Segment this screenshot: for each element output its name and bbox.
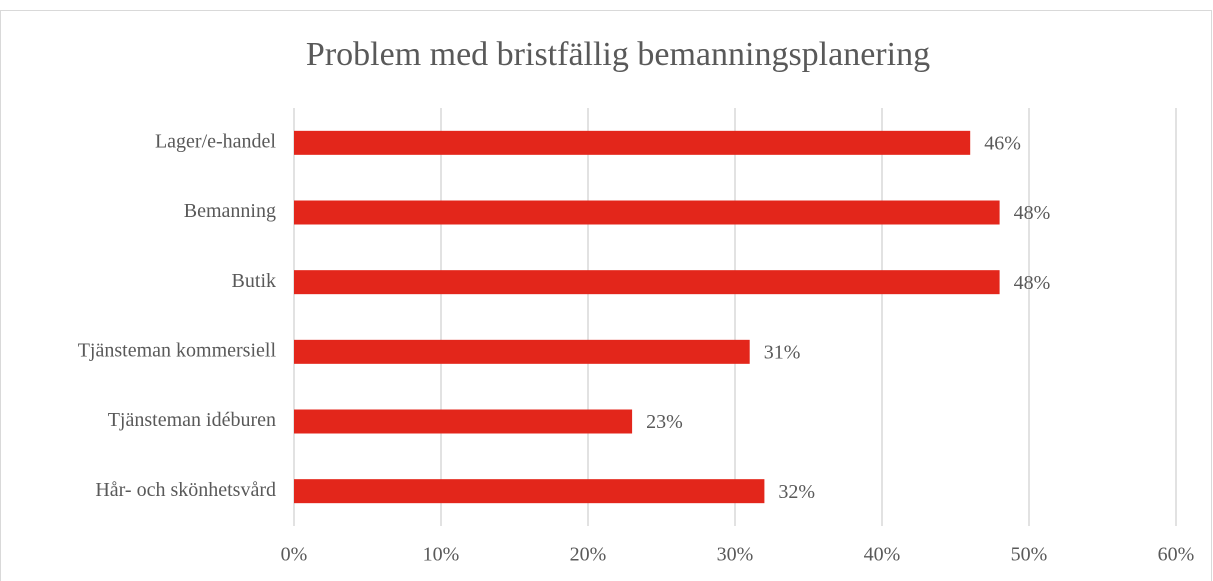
data-label: 48% (1014, 272, 1051, 294)
y-tick-label: Tjänsteman idéburen (108, 409, 276, 431)
bar (294, 339, 750, 364)
x-tick-label: 60% (1158, 544, 1195, 566)
bar (294, 200, 1000, 225)
data-label: 48% (1014, 202, 1051, 224)
x-tick-label: 20% (570, 544, 607, 566)
data-label: 32% (778, 481, 815, 503)
x-tick-label: 50% (1011, 544, 1048, 566)
bar (294, 130, 971, 155)
data-label: 31% (764, 341, 801, 363)
data-label: 23% (646, 411, 683, 433)
x-tick-label: 40% (864, 544, 901, 566)
y-tick-label: Bemanning (184, 200, 276, 222)
bar (294, 270, 1000, 295)
data-label: 46% (984, 132, 1021, 154)
y-tick-label: Hår- och skönhetsvård (95, 479, 276, 501)
y-tick-label: Butik (232, 270, 276, 292)
x-tick-label: 30% (717, 544, 754, 566)
y-tick-label: Lager/e-handel (155, 130, 276, 152)
x-tick-label: 0% (281, 544, 308, 566)
bar (294, 409, 633, 434)
bar (294, 479, 765, 504)
chart-title: Problem med bristfällig bemanningsplaner… (306, 36, 930, 73)
y-tick-label: Tjänsteman kommersiell (78, 339, 277, 361)
chart-border (0, 10, 1212, 581)
x-tick-label: 10% (423, 544, 460, 566)
